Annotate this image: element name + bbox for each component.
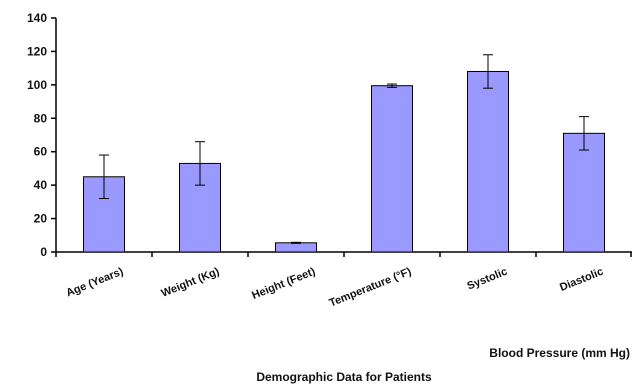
y-tick-label: 0 bbox=[40, 245, 47, 259]
y-tick-label: 60 bbox=[34, 145, 48, 159]
chart-title: Demographic Data for Patients bbox=[256, 370, 432, 384]
error-bar bbox=[195, 141, 205, 186]
y-tick-label: 40 bbox=[34, 178, 48, 192]
bar bbox=[563, 132, 605, 253]
error-bar bbox=[387, 83, 397, 88]
category-labels: Age (Years) Weight (Kg) Height (Feet) Tempe… bbox=[65, 266, 606, 310]
y-tick-label: 140 bbox=[27, 11, 47, 25]
bar bbox=[467, 70, 509, 253]
y-tick-label: 100 bbox=[27, 78, 47, 92]
category-label: Height (Feet) bbox=[250, 266, 317, 302]
x-axis bbox=[55, 251, 632, 257]
category-label: Diastolic bbox=[558, 266, 605, 294]
blood-pressure-annotation: Blood Pressure (mm Hg) bbox=[489, 346, 630, 360]
bars bbox=[83, 70, 605, 253]
category-label: Weight (Kg) bbox=[160, 266, 222, 300]
error-bar bbox=[579, 116, 589, 151]
error-bar bbox=[483, 54, 493, 89]
y-tick-label: 80 bbox=[34, 111, 48, 125]
y-tick-label: 20 bbox=[34, 212, 48, 226]
bar bbox=[275, 242, 317, 253]
error-bar bbox=[291, 241, 301, 244]
error-bars bbox=[99, 54, 589, 244]
error-bar bbox=[99, 154, 109, 200]
bar bbox=[371, 85, 413, 253]
y-axis: 0 20 40 60 80 100 120 140 bbox=[27, 11, 57, 259]
y-tick-label: 120 bbox=[27, 44, 47, 58]
category-label: Systolic bbox=[466, 266, 510, 293]
category-label: Temperature (°F) bbox=[328, 266, 414, 310]
category-label: Age (Years) bbox=[65, 266, 126, 300]
